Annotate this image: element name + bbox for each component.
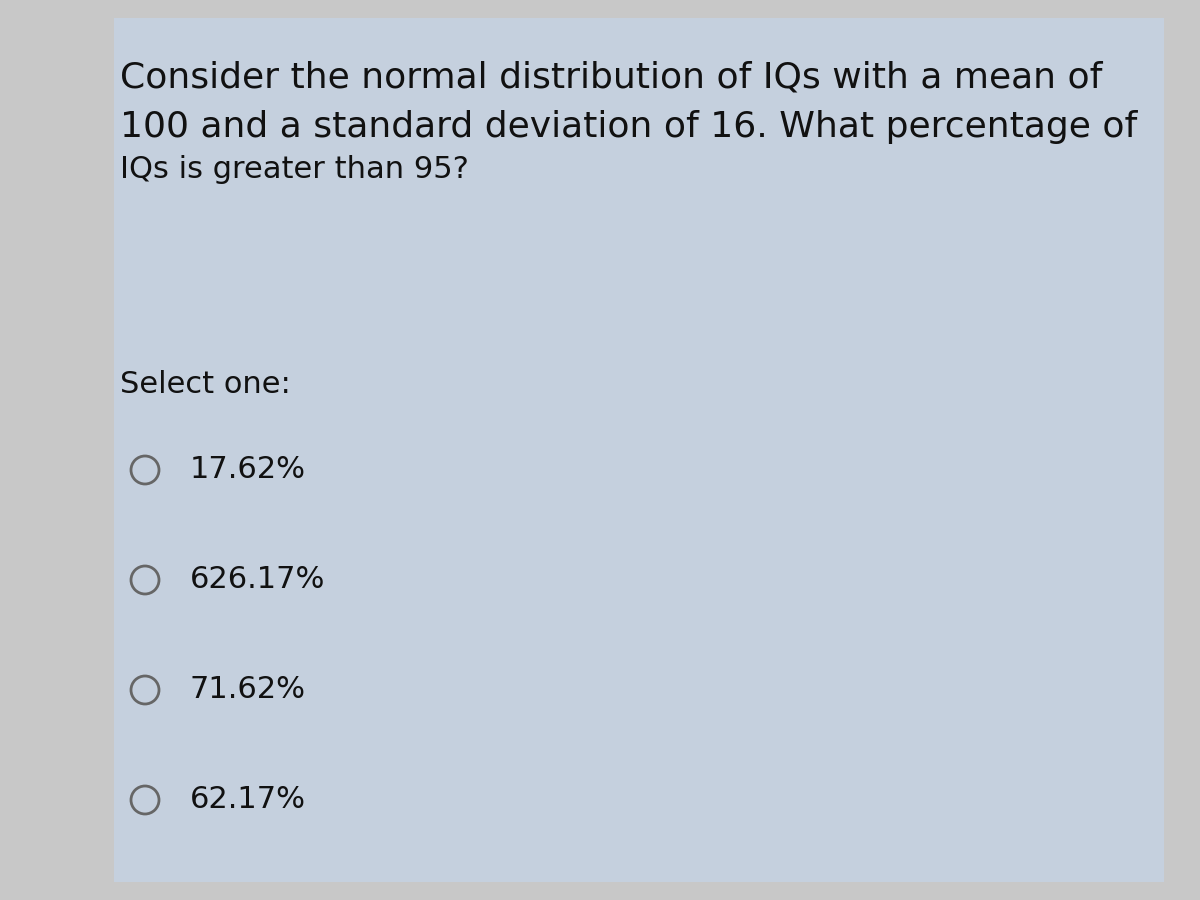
Text: 17.62%: 17.62%	[190, 455, 306, 484]
Text: Select one:: Select one:	[120, 370, 290, 399]
Text: IQs is greater than 95?: IQs is greater than 95?	[120, 155, 469, 184]
Text: Consider the normal distribution of IQs with a mean of: Consider the normal distribution of IQs …	[120, 60, 1103, 94]
Text: 100 and a standard deviation of 16. What percentage of: 100 and a standard deviation of 16. What…	[120, 110, 1138, 144]
Text: 62.17%: 62.17%	[190, 786, 306, 815]
Text: 71.62%: 71.62%	[190, 676, 306, 705]
Text: 626.17%: 626.17%	[190, 565, 325, 595]
